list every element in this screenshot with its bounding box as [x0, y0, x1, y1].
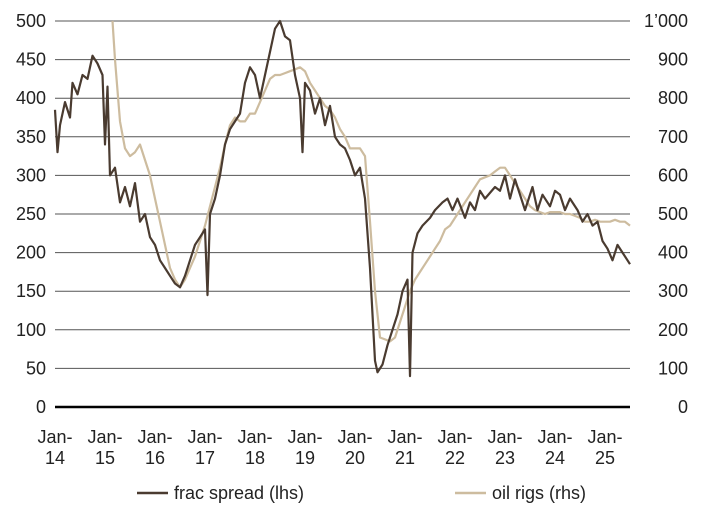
left-tick-label: 500	[16, 11, 46, 31]
left-tick-label: 100	[16, 320, 46, 340]
series-lines	[53, 19, 631, 378]
legend-label: frac spread (lhs)	[174, 483, 304, 503]
right-tick-label: 600	[658, 165, 688, 185]
right-axis-ticks: 0 100 200 300 400 500 600 700 800 900 1’000	[644, 11, 688, 417]
frac-spread-line	[53, 19, 631, 378]
x-tick-label: Jan-25	[587, 427, 622, 468]
x-tick-label: Jan-22	[437, 427, 472, 468]
right-tick-label: 0	[678, 397, 688, 417]
right-tick-label: 500	[658, 204, 688, 224]
x-tick-label: Jan-21	[387, 427, 422, 468]
right-tick-label: 100	[658, 358, 688, 378]
x-tick-label: Jan-19	[287, 427, 322, 468]
left-tick-label: 300	[16, 165, 46, 185]
x-tick-label: Jan-24	[537, 427, 572, 468]
x-tick-label: Jan-14	[37, 427, 72, 468]
left-tick-label: 350	[16, 127, 46, 147]
left-tick-label: 0	[36, 397, 46, 417]
right-tick-label: 1’000	[644, 11, 688, 31]
x-tick-label: Jan-18	[237, 427, 272, 468]
right-tick-label: 400	[658, 243, 688, 263]
right-tick-label: 300	[658, 281, 688, 301]
right-tick-label: 800	[658, 88, 688, 108]
right-tick-label: 200	[658, 320, 688, 340]
x-tick-label: Jan-17	[187, 427, 222, 468]
left-tick-label: 450	[16, 50, 46, 70]
left-tick-label: 200	[16, 243, 46, 263]
x-axis-ticks: Jan-14 Jan-15 Jan-16 Jan-17 Jan-18 Jan-19 Jan-…	[37, 427, 622, 468]
x-tick-label: Jan-20	[337, 427, 372, 468]
right-tick-label: 900	[658, 50, 688, 70]
legend: frac spread (lhs) oil rigs (rhs)	[137, 483, 586, 503]
left-axis-ticks: 0 50 100 150 200 250 300 350 400 450 500	[16, 11, 46, 417]
legend-label: oil rigs (rhs)	[492, 483, 586, 503]
x-tick-label: Jan-16	[137, 427, 172, 468]
right-tick-label: 700	[658, 127, 688, 147]
left-tick-label: 50	[26, 358, 46, 378]
left-tick-label: 400	[16, 88, 46, 108]
x-tick-label: Jan-23	[487, 427, 522, 468]
left-tick-label: 150	[16, 281, 46, 301]
oil-rigs-line	[111, 20, 631, 343]
left-tick-label: 250	[16, 204, 46, 224]
x-tick-label: Jan-15	[87, 427, 122, 468]
